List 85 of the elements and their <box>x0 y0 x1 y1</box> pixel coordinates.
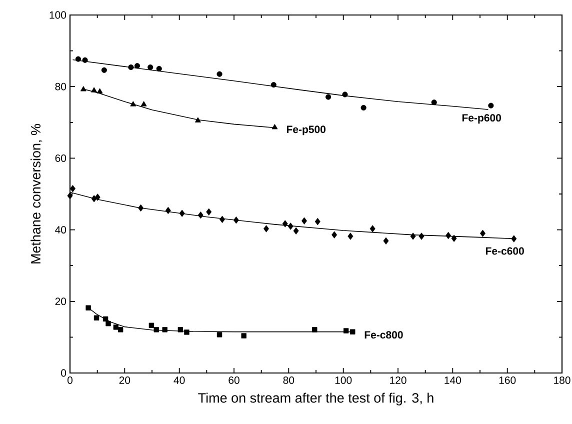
y-tick-label: 40 <box>55 226 66 234</box>
point <box>431 100 437 106</box>
point <box>270 82 276 88</box>
point <box>162 327 168 332</box>
point <box>446 232 452 240</box>
point <box>511 235 517 242</box>
point <box>154 327 159 332</box>
point <box>102 316 108 322</box>
point <box>342 92 348 98</box>
point <box>165 206 171 214</box>
point <box>216 332 222 338</box>
point <box>94 194 100 201</box>
x-tick-label: 80 <box>283 376 294 384</box>
point <box>70 185 76 192</box>
point <box>75 56 81 62</box>
series-label: Fe-p600 <box>462 114 501 124</box>
point <box>348 232 354 240</box>
series-label: Fe-c800 <box>364 331 403 339</box>
point <box>314 218 320 226</box>
point <box>418 232 424 240</box>
point <box>96 88 103 94</box>
point <box>94 315 100 320</box>
x-tick-label: 140 <box>444 376 462 384</box>
point <box>216 71 222 77</box>
y-tick-label: 0 <box>61 369 66 377</box>
point <box>80 86 86 92</box>
point <box>101 67 107 73</box>
point <box>128 64 134 70</box>
point <box>241 333 246 338</box>
point <box>288 222 294 230</box>
point <box>82 57 88 63</box>
point <box>326 94 332 100</box>
point <box>113 324 119 330</box>
line-series <box>72 59 489 110</box>
point <box>178 327 184 332</box>
x-tick-label: 120 <box>390 376 406 384</box>
point <box>106 321 111 326</box>
point <box>118 327 124 332</box>
point <box>410 232 416 240</box>
series-label: Fe-p500 <box>286 126 326 136</box>
point <box>488 102 494 108</box>
point <box>370 225 376 232</box>
x-tick-label: 0 <box>67 376 73 384</box>
point <box>233 216 239 224</box>
point <box>148 64 154 70</box>
y-tick-label: 20 <box>55 298 66 306</box>
point <box>140 101 147 106</box>
point <box>194 117 201 122</box>
point <box>198 212 204 219</box>
x-axis-title: Time on stream after the test of fig. 3, h <box>198 392 434 406</box>
point <box>91 87 98 92</box>
point <box>130 101 136 106</box>
point <box>67 192 73 200</box>
point <box>264 225 269 232</box>
y-tick-label: 60 <box>55 154 66 162</box>
point <box>272 124 278 130</box>
point <box>282 220 288 228</box>
point <box>138 204 144 212</box>
point <box>293 227 299 234</box>
point <box>302 217 307 224</box>
point <box>179 210 185 217</box>
x-tick-label: 60 <box>228 376 240 384</box>
y-axis-title: Methane conversion, % <box>30 124 42 264</box>
point <box>451 234 457 242</box>
series-label: Fe-c600 <box>486 247 524 255</box>
point <box>148 322 154 328</box>
point <box>206 208 212 216</box>
point <box>332 231 338 238</box>
x-tick-label: 180 <box>554 376 570 384</box>
point <box>343 328 349 334</box>
point <box>86 305 91 310</box>
point <box>480 230 486 237</box>
point <box>312 327 318 332</box>
point <box>350 329 356 334</box>
y-tick-label: 100 <box>50 11 66 19</box>
point <box>134 63 140 69</box>
point <box>360 104 366 111</box>
x-tick-label: 160 <box>499 376 516 384</box>
x-tick-label: 100 <box>335 376 352 384</box>
x-tick-label: 40 <box>174 376 185 384</box>
point <box>383 237 389 244</box>
y-tick-label: 80 <box>55 82 66 90</box>
point <box>156 66 162 72</box>
x-tick-label: 20 <box>119 376 130 384</box>
point <box>184 330 190 335</box>
